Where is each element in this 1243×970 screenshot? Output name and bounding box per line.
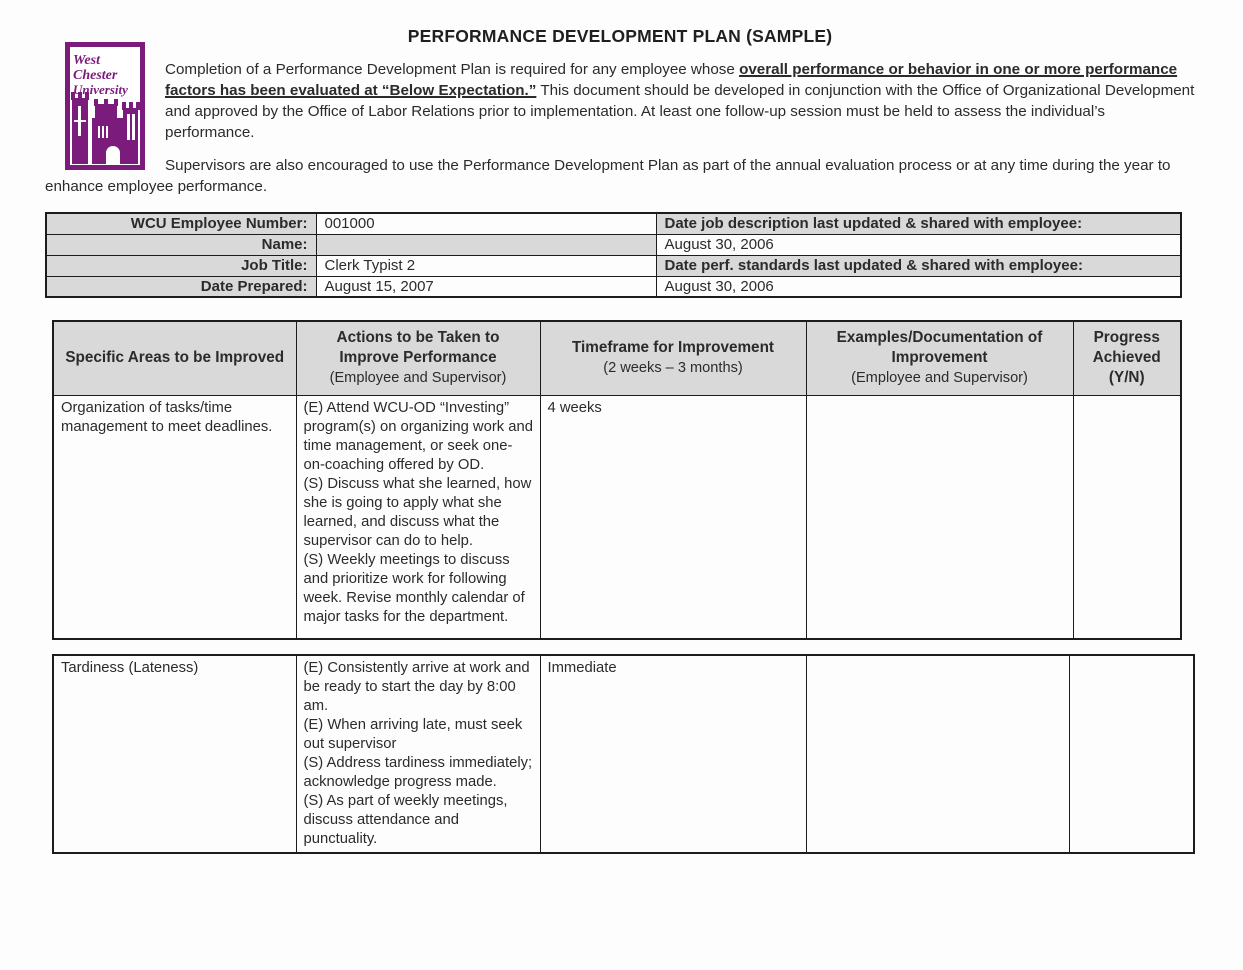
actions-cell: (E) Attend WCU-OD “Investing” program(s)… [295, 394, 541, 640]
plan-header-row: Specific Areas to be Improved Actions to… [52, 320, 1182, 396]
employee-info-table: WCU Employee Number: 001000 Date job des… [45, 212, 1182, 298]
job-desc-updated-value: August 30, 2006 [655, 233, 1182, 256]
area-cell: Organization of tasks/time management to… [52, 394, 297, 640]
plan-row-tardiness: Tardiness (Lateness) (E) Consistently ar… [52, 654, 1195, 854]
date-prepared-label: Date Prepared: [45, 275, 317, 298]
job-desc-updated-label: Date job description last updated & shar… [655, 212, 1182, 235]
header-timeframe: Timeframe for Improvement (2 weeks – 3 mo… [539, 320, 807, 396]
name-label: Name: [45, 233, 317, 256]
header-title: Specific Areas to be Improved [65, 349, 285, 367]
logo-text-line2: Chester [73, 68, 118, 83]
university-logo-image: West Chester University [65, 42, 145, 170]
name-value [315, 233, 657, 256]
castle-details [74, 106, 135, 164]
area-cell: Tardiness (Lateness) [52, 654, 297, 854]
intro-paragraph-2: Supervisors are also encouraged to use t… [45, 157, 1171, 195]
employee-number-label: WCU Employee Number: [45, 212, 317, 235]
header-progress: Progress Achieved (Y/N) [1072, 320, 1182, 396]
examples-cell [805, 654, 1070, 854]
info-row: WCU Employee Number: 001000 Date job des… [45, 212, 1182, 235]
development-plan-table-continued: Tardiness (Lateness) (E) Consistently ar… [52, 654, 1195, 854]
header-title: Timeframe for Improvement [571, 339, 775, 357]
intro-p1-emphasis: overall performance or behavior in one o… [165, 61, 1178, 99]
perf-standards-updated-value: August 30, 2006 [655, 275, 1182, 298]
header-specific-areas: Specific Areas to be Improved [52, 320, 297, 396]
job-title-value: Clerk Typist 2 [315, 254, 657, 277]
header-actions: Actions to be Taken to Improve Performan… [295, 320, 541, 396]
header-subtitle: (Employee and Supervisor) [851, 370, 1028, 387]
date-prepared-value: August 15, 2007 [315, 275, 657, 298]
intro-p1-post: This document should be developed in con… [165, 82, 1195, 141]
header-subtitle: (2 weeks – 3 months) [603, 360, 743, 377]
intro-p1-pre: Completion of a Performance Development … [165, 61, 740, 78]
timeframe-cell: Immediate [539, 654, 807, 854]
perf-standards-updated-label: Date perf. standards last updated & shar… [655, 254, 1182, 277]
logo-text-line1: West [73, 53, 101, 68]
info-row: Name: August 30, 2006 [45, 233, 1182, 256]
intro-paragraph-1: Completion of a Performance Development … [165, 59, 1195, 143]
header-title: Examples/Documentation of Improvement [836, 329, 1043, 367]
actions-cell: (E) Consistently arrive at work and be r… [295, 654, 541, 854]
progress-cell [1072, 394, 1182, 640]
employee-number-value: 001000 [315, 212, 657, 235]
header-examples: Examples/Documentation of Improvement (Em… [805, 320, 1074, 396]
timeframe-cell: 4 weeks [539, 394, 807, 640]
info-row: Date Prepared: August 15, 2007 August 30… [45, 275, 1182, 298]
examples-cell [805, 394, 1074, 640]
info-row: Job Title: Clerk Typist 2 Date perf. sta… [45, 254, 1182, 277]
development-plan-table: Specific Areas to be Improved Actions to… [52, 320, 1182, 640]
header-title: Progress Achieved (Y/N) [1092, 329, 1161, 387]
page-title: PERFORMANCE DEVELOPMENT PLAN (SAMPLE) [407, 26, 833, 46]
job-title-label: Job Title: [45, 254, 317, 277]
header-subtitle: (Employee and Supervisor) [329, 370, 507, 387]
progress-cell [1068, 654, 1195, 854]
plan-row-organization: Organization of tasks/time management to… [52, 394, 1182, 640]
header-title: Actions to be Taken to Improve Performan… [336, 329, 500, 367]
